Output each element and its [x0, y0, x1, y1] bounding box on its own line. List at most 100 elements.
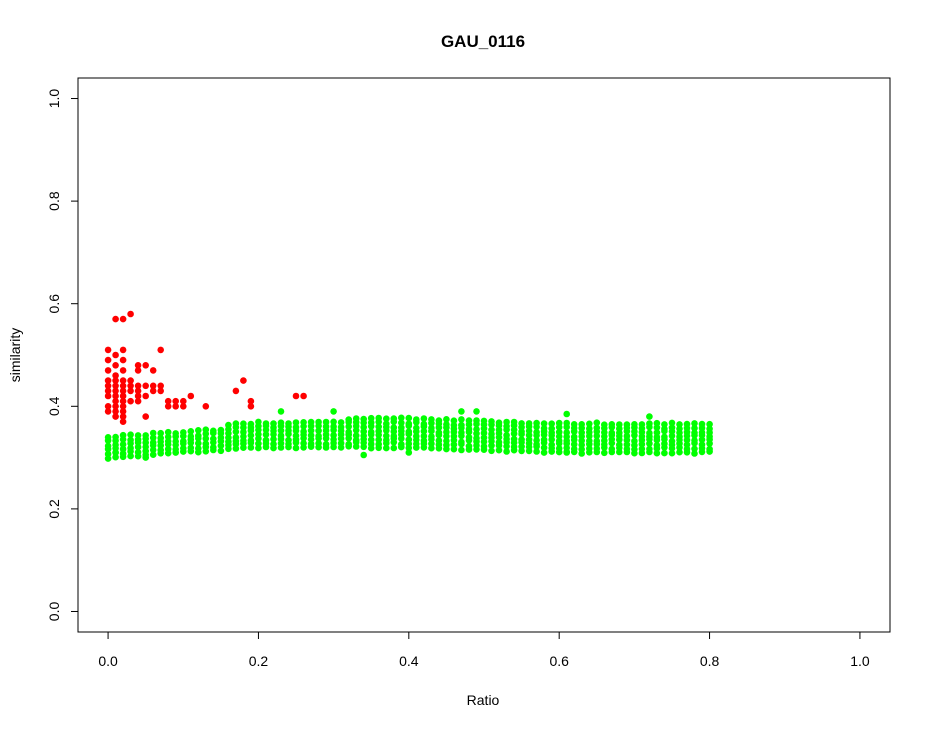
data-point: [458, 438, 465, 446]
data-point: [104, 403, 112, 410]
data-point: [119, 377, 127, 384]
data-point: [330, 423, 337, 430]
y-tick-label: 0.0: [46, 602, 62, 622]
data-point: [398, 440, 405, 448]
data-point: [533, 448, 540, 455]
data-point: [503, 418, 510, 426]
data-point: [157, 382, 164, 390]
data-point: [134, 392, 142, 400]
data-point: [172, 403, 179, 410]
data-point: [646, 420, 653, 427]
data-point: [533, 428, 540, 436]
data-point: [247, 420, 255, 428]
data-point: [262, 420, 270, 427]
data-point: [646, 445, 653, 453]
data-point: [149, 434, 157, 442]
data-point: [668, 449, 676, 457]
data-point: [104, 434, 112, 441]
points-layer: [104, 310, 713, 462]
data-point: [157, 429, 164, 437]
data-point: [255, 440, 262, 447]
data-point: [202, 440, 210, 448]
data-point: [458, 446, 465, 454]
data-point: [157, 434, 164, 442]
data-point: [119, 387, 127, 395]
data-point: [240, 420, 247, 428]
data-point: [473, 434, 480, 442]
data-point: [653, 429, 661, 436]
data-point: [232, 420, 240, 427]
data-point: [172, 397, 179, 405]
data-point: [668, 424, 676, 431]
data-point: [420, 432, 428, 440]
data-point: [383, 415, 390, 423]
data-point: [262, 436, 270, 444]
data-point: [495, 438, 503, 446]
data-point: [119, 418, 127, 426]
data-point: [195, 427, 202, 434]
data-point: [465, 417, 473, 424]
data-point: [112, 387, 119, 395]
data-point: [104, 356, 112, 364]
data-point: [638, 421, 646, 428]
data-point: [164, 445, 172, 453]
data-point: [623, 432, 631, 440]
data-point: [119, 346, 127, 354]
y-tick-label: 0.8: [46, 191, 62, 211]
data-point: [367, 428, 375, 436]
data-point: [322, 418, 330, 426]
data-point: [698, 441, 706, 448]
data-point: [119, 397, 127, 405]
data-point: [706, 420, 713, 428]
data-point: [593, 419, 601, 427]
data-point: [202, 403, 210, 410]
data-point: [601, 449, 608, 457]
data-point: [691, 445, 698, 453]
data-point: [668, 419, 676, 427]
data-point: [322, 440, 330, 448]
data-point: [495, 419, 503, 427]
data-point: [330, 431, 337, 439]
data-point: [307, 418, 315, 426]
data-point: [458, 421, 465, 429]
data-point: [608, 421, 616, 428]
data-point: [488, 447, 495, 455]
data-point: [149, 439, 157, 446]
data-point: [352, 415, 360, 422]
data-point: [563, 419, 570, 427]
data-point: [706, 425, 713, 433]
data-point: [691, 420, 698, 427]
data-point: [631, 437, 638, 445]
data-point: [187, 433, 195, 440]
data-point: [134, 387, 142, 395]
data-point: [134, 448, 142, 456]
data-point: [210, 435, 217, 443]
x-tick-label: 0.4: [399, 653, 419, 669]
data-point: [104, 346, 112, 354]
data-point: [683, 420, 691, 428]
data-point: [540, 444, 548, 452]
data-point: [292, 419, 300, 426]
data-point: [661, 421, 668, 428]
data-point: [383, 444, 390, 452]
data-point: [518, 436, 525, 443]
data-point: [390, 444, 398, 452]
data-point: [119, 403, 127, 410]
data-point: [383, 432, 390, 440]
data-point: [112, 449, 119, 456]
data-point: [586, 437, 593, 445]
data-point: [119, 431, 127, 439]
data-point: [570, 433, 578, 441]
data-point: [104, 392, 112, 400]
data-point: [352, 432, 360, 439]
data-point: [458, 416, 465, 423]
data-point: [300, 392, 307, 400]
data-point: [638, 445, 646, 453]
plot-frame: [77, 77, 891, 633]
data-point: [510, 435, 518, 443]
data-point: [127, 431, 134, 439]
data-point: [232, 387, 240, 395]
data-point: [563, 429, 570, 436]
data-point: [187, 444, 195, 452]
data-point: [443, 421, 450, 428]
